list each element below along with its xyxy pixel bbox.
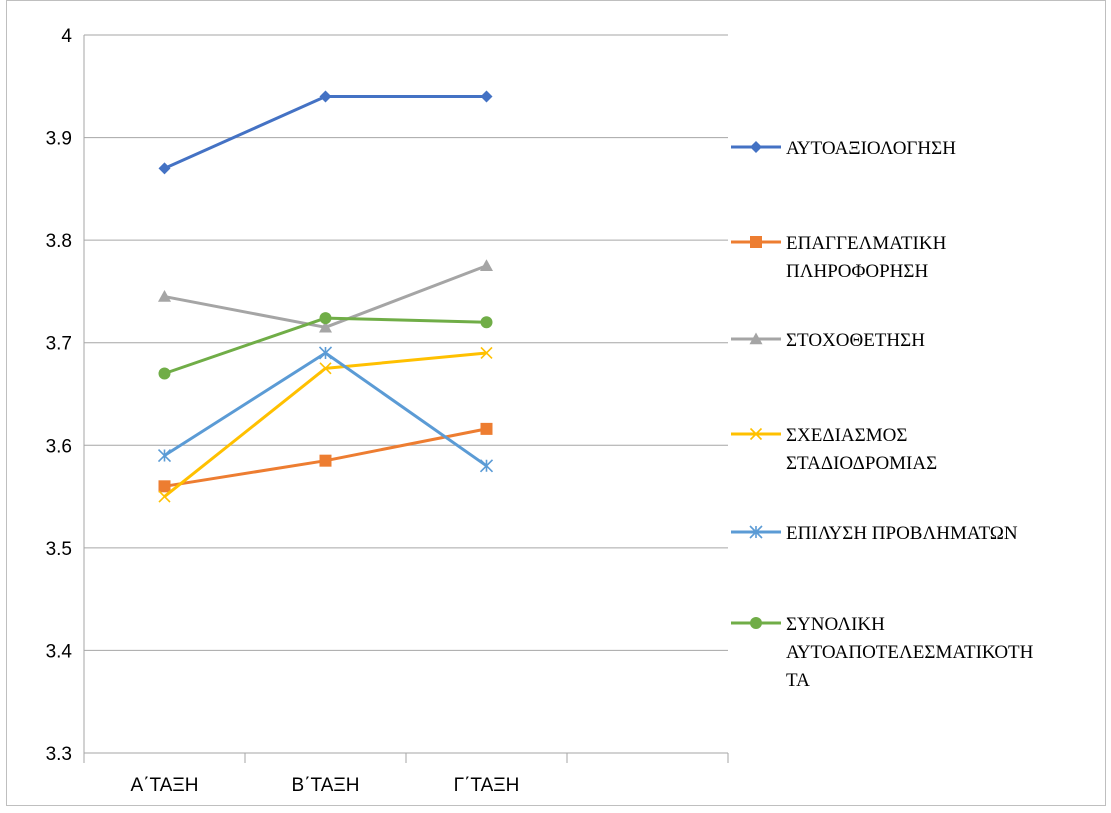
y-tick-label: 3.4 — [46, 641, 73, 662]
legend-label: ΕΠΙΛΥΣΗ ΠΡΟΒΛΗΜΑΤΩΝ — [786, 523, 1018, 544]
data-point — [319, 454, 332, 467]
legend-marker — [750, 236, 762, 248]
legend-marker — [749, 525, 763, 539]
x-tick-label: Β΄ΤΑΞΗ — [292, 775, 360, 796]
legend-label: ΑΥΤΟΑΞΙΟΛΟΓΗΣΗ — [786, 138, 956, 159]
legend-label: ΠΛΗΡΟΦΟΡΗΣΗ — [786, 261, 928, 282]
y-tick-label: 3.3 — [46, 744, 72, 765]
data-point — [479, 459, 494, 473]
data-point — [319, 90, 332, 103]
legend-label: ΑΥΤΟΑΠΟΤΕΛΕΣΜΑΤΙΚΟΤΗ — [786, 642, 1034, 663]
data-point — [319, 312, 332, 325]
y-tick-label: 3.8 — [46, 231, 72, 252]
line-chart: 3.3 3.4 3.5 3.6 3.7 3.8 3.9 4 Α΄ΤΑΞΗ Β΄ΤΑΞΗ Γ΄ΤΑΞΗ… — [46, 26, 1034, 796]
legend-label: ΣΤΟΧΟΘΕΤΗΣΗ — [786, 330, 925, 351]
data-point — [158, 490, 171, 503]
legend-marker — [750, 141, 762, 153]
data-point — [158, 162, 171, 175]
chart-frame: 3.3 3.4 3.5 3.6 3.7 3.8 3.9 4 Α΄ΤΑΞΗ Β΄ΤΑΞΗ Γ΄ΤΑΞΗ… — [6, 0, 1106, 806]
series-line-1 — [163, 95, 487, 170]
legend-marker — [749, 427, 763, 441]
legend-marker — [749, 332, 763, 345]
y-tick-label: 3.7 — [46, 334, 72, 355]
data-point — [318, 346, 333, 360]
data-point — [157, 448, 172, 463]
data-point — [158, 480, 171, 493]
x-tick-label: Γ΄ΤΑΞΗ — [454, 775, 520, 796]
data-point — [319, 362, 332, 375]
y-tick-label: 4 — [61, 26, 72, 47]
legend-marker — [750, 617, 762, 629]
legend-label: ΤΑ — [786, 670, 810, 691]
y-tick-label: 3.9 — [46, 129, 72, 150]
data-point — [158, 367, 171, 380]
legend-label: ΣΧΕΔΙΑΣΜΟΣ — [786, 425, 907, 446]
data-point — [319, 320, 332, 333]
y-tick-label: 3.5 — [46, 539, 72, 560]
data-point — [158, 290, 171, 302]
data-point — [480, 259, 493, 271]
y-tick-label: 3.6 — [46, 436, 72, 457]
legend-label: ΕΠΑΓΓΕΛΜΑΤΙΚΗ — [786, 233, 947, 254]
data-point — [480, 422, 493, 435]
data-point — [480, 90, 493, 103]
x-tick-label: Α΄ΤΑΞΗ — [131, 775, 199, 796]
legend-label: ΣΤΑΔΙΟΔΡΟΜΙΑΣ — [786, 453, 937, 474]
legend-label: ΣΥΝΟΛΙΚΗ — [786, 614, 885, 635]
data-point — [480, 316, 493, 329]
data-point — [480, 346, 493, 360]
